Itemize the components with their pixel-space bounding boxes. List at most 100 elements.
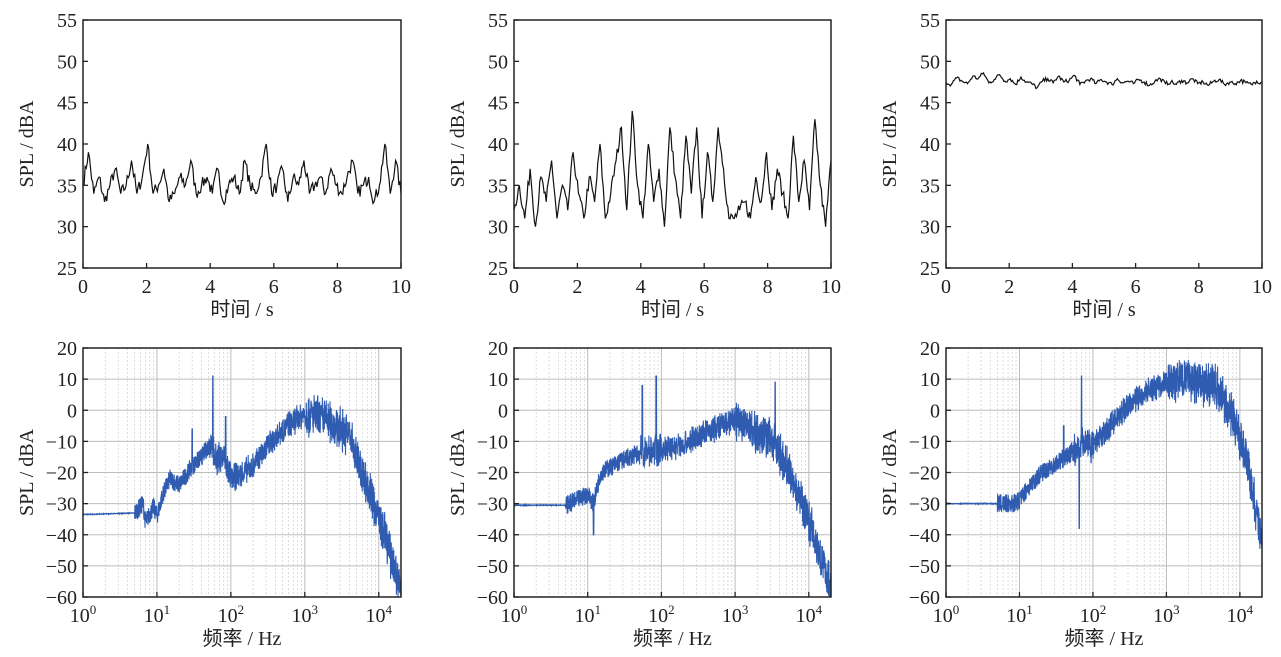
x-tick-label: 8	[332, 276, 342, 298]
x-tick-label: 4	[1067, 276, 1077, 298]
y-tick-label: 55	[488, 10, 508, 32]
x-tick-label: 104	[365, 602, 392, 627]
y-tick-label: −40	[477, 525, 508, 547]
spectrum-line	[945, 359, 1263, 550]
spectrum-line	[513, 375, 832, 598]
x-tick-label: 8	[763, 276, 773, 298]
y-tick-label: 55	[920, 10, 940, 32]
subplot-bottom-right: −60 −50 −40 −30 −20 −10 0 10 20 100 101 102 103 104 频率…	[879, 338, 1263, 650]
y-tick-label: 20	[57, 338, 77, 360]
time-series-line	[945, 71, 1263, 90]
plot-frame	[945, 19, 1263, 269]
x-tick-label: 6	[1131, 276, 1141, 298]
y-tick-label: −20	[909, 463, 940, 485]
y-tick-label: 35	[920, 175, 940, 197]
y-tick-label: 25	[920, 258, 940, 280]
plot-frame	[513, 19, 832, 269]
y-tick-label: −20	[46, 463, 77, 485]
y-axis-label: SPL / dBA	[447, 428, 469, 516]
x-axis-label: 时间 / s	[210, 298, 274, 321]
y-tick-label: 35	[488, 175, 508, 197]
y-tick-label: −50	[909, 556, 940, 578]
y-tick-label: −40	[46, 525, 77, 547]
y-axis-label: SPL / dBA	[16, 100, 38, 188]
y-tick-label: 45	[57, 93, 77, 115]
subplot-top-right: 25 30 35 40 45 50 55 0 2 4 6 8 10 时间 / s SPL / dBA	[879, 10, 1272, 321]
subplot-top-left: 25 30 35 40 45 50 55 0 2 4 6 8 10 时间 / s SPL / dBA	[16, 10, 411, 321]
subplot-bottom-left: −60 −50 −40 −30 −20 −10 0 10 20 100 101 102 103 104 频率…	[16, 338, 402, 650]
x-tick-label: 2	[572, 276, 582, 298]
x-tick-label: 102	[648, 602, 675, 627]
y-tick-label: −30	[46, 494, 77, 516]
x-tick-label: 6	[269, 276, 279, 298]
y-tick-label: 25	[57, 258, 77, 280]
x-tick-label: 101	[574, 602, 601, 627]
y-axis-label: SPL / dBA	[16, 428, 38, 516]
x-tick-label: 10	[391, 276, 411, 298]
y-tick-label: 55	[57, 10, 77, 32]
x-axis-label: 频率 / Hz	[1065, 627, 1144, 650]
x-tick-label: 4	[205, 276, 215, 298]
x-tick-label: 101	[1006, 602, 1032, 627]
y-tick-label: 40	[920, 134, 940, 156]
y-tick-label: 10	[920, 369, 940, 391]
x-tick-label: 2	[142, 276, 152, 298]
y-tick-label: 35	[57, 175, 77, 197]
x-axis-label: 时间 / s	[1072, 298, 1136, 321]
y-tick-label: −30	[477, 494, 508, 516]
x-tick-label: 0	[78, 276, 88, 298]
y-tick-label: 40	[488, 134, 508, 156]
y-tick-label: 30	[57, 217, 77, 239]
y-tick-label: −10	[46, 431, 77, 453]
x-tick-label: 104	[796, 602, 823, 627]
x-tick-label: 100	[70, 602, 97, 627]
y-tick-label: −40	[909, 525, 940, 547]
x-tick-label: 100	[933, 602, 960, 627]
y-tick-label: 20	[920, 338, 940, 360]
y-tick-label: 30	[920, 217, 940, 239]
y-tick-label: −50	[477, 556, 508, 578]
y-tick-label: −50	[46, 556, 77, 578]
x-tick-label: 104	[1227, 602, 1254, 627]
x-tick-label: 103	[1153, 602, 1180, 627]
x-tick-label: 4	[636, 276, 646, 298]
x-tick-label: 103	[292, 602, 319, 627]
x-tick-label: 8	[1194, 276, 1204, 298]
y-axis-label: SPL / dBA	[879, 428, 901, 516]
y-tick-label: 25	[488, 258, 508, 280]
x-axis-label: 频率 / Hz	[203, 627, 282, 650]
x-tick-label: 10	[821, 276, 841, 298]
y-tick-label: 0	[498, 400, 508, 422]
x-tick-label: 102	[1080, 602, 1107, 627]
y-tick-label: 0	[930, 400, 940, 422]
x-tick-label: 102	[218, 602, 245, 627]
subplot-bottom-middle: −60 −50 −40 −30 −20 −10 0 10 20 100 101 102 103 104 频率…	[447, 338, 832, 650]
time-series-line	[513, 110, 832, 227]
x-tick-label: 10	[1252, 276, 1272, 298]
y-tick-label: −20	[477, 463, 508, 485]
y-tick-label: 10	[488, 369, 508, 391]
y-tick-label: 0	[67, 400, 77, 422]
y-tick-label: 10	[57, 369, 77, 391]
y-tick-label: −60	[909, 587, 940, 609]
y-tick-label: 40	[57, 134, 77, 156]
y-axis-label: SPL / dBA	[447, 100, 469, 188]
y-tick-label: −10	[909, 431, 940, 453]
y-tick-label: 45	[488, 93, 508, 115]
x-tick-label: 0	[941, 276, 951, 298]
subplot-top-middle: 25 30 35 40 45 50 55 0 2 4 6 8 10 时间 / s SPL / dBA	[447, 10, 841, 321]
x-tick-label: 100	[501, 602, 528, 627]
x-axis-label: 时间 / s	[641, 298, 705, 321]
y-tick-label: 50	[57, 51, 77, 73]
y-tick-label: 20	[488, 338, 508, 360]
plot-frame	[82, 19, 402, 269]
y-axis-label: SPL / dBA	[879, 100, 901, 188]
x-tick-label: 101	[144, 602, 171, 627]
y-tick-label: −10	[477, 431, 508, 453]
y-tick-label: 30	[488, 217, 508, 239]
x-tick-label: 6	[699, 276, 709, 298]
x-tick-label: 103	[722, 602, 749, 627]
y-tick-label: 50	[920, 51, 940, 73]
spectrum-line	[82, 375, 402, 598]
